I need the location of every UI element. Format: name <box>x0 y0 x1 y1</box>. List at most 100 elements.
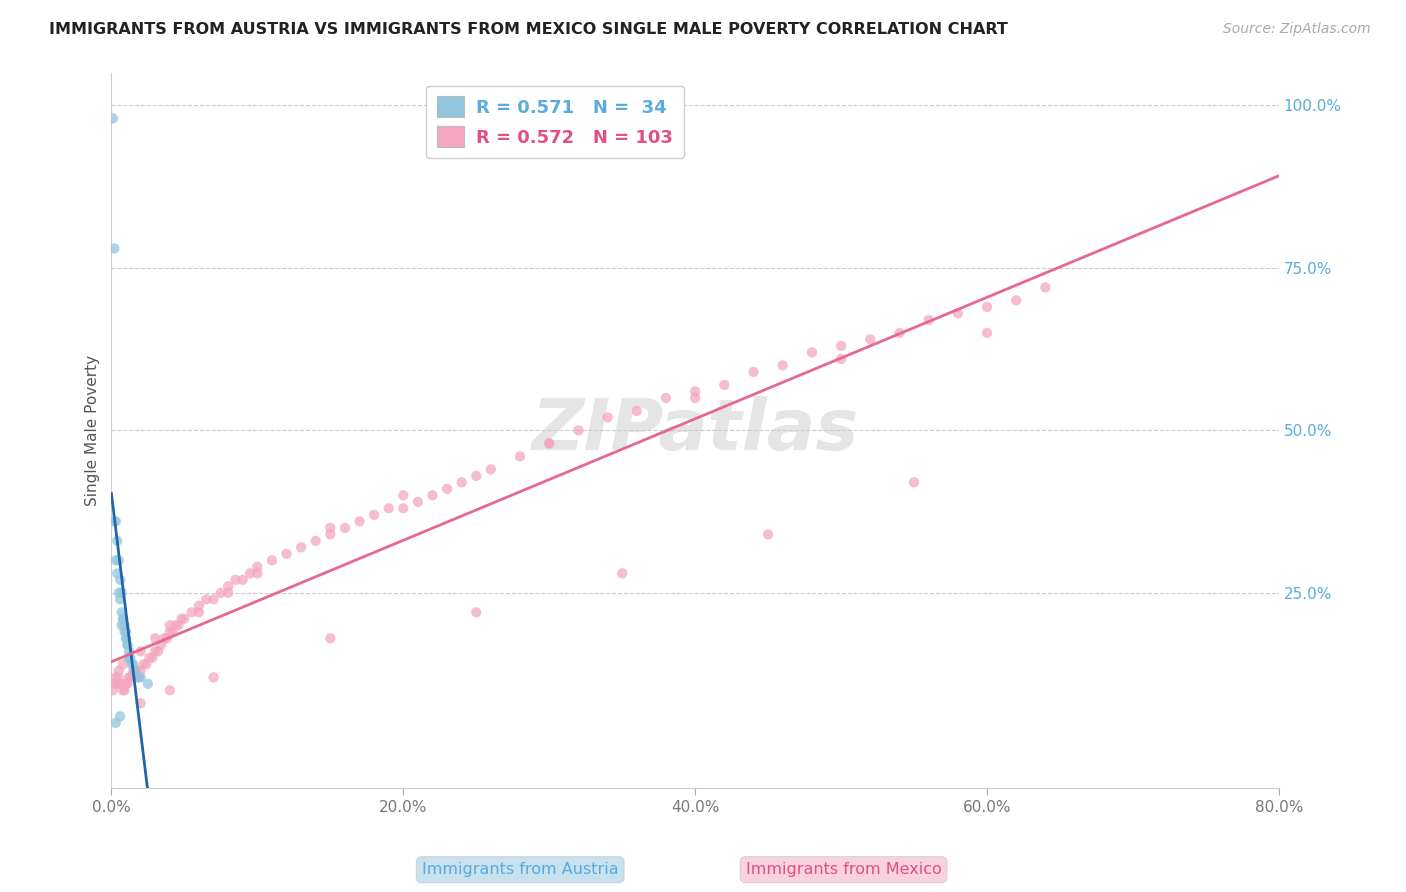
Point <box>107 664 129 678</box>
Point <box>115 632 138 646</box>
Point <box>107 553 129 567</box>
Point <box>159 618 181 632</box>
Point <box>596 410 619 425</box>
Point <box>114 624 136 639</box>
Point <box>450 475 472 490</box>
Point <box>422 488 444 502</box>
Point <box>132 657 155 672</box>
Point <box>150 638 173 652</box>
Point <box>946 306 969 320</box>
Point <box>1035 280 1057 294</box>
Point <box>903 475 925 490</box>
Point <box>479 462 502 476</box>
Point <box>377 501 399 516</box>
Point <box>217 586 239 600</box>
Point <box>141 650 163 665</box>
Point <box>153 632 176 646</box>
Point <box>136 677 159 691</box>
Text: IMMIGRANTS FROM AUSTRIA VS IMMIGRANTS FROM MEXICO SINGLE MALE POVERTY CORRELATIO: IMMIGRANTS FROM AUSTRIA VS IMMIGRANTS FR… <box>49 22 1008 37</box>
Point <box>167 618 190 632</box>
Point <box>165 618 187 632</box>
Point <box>101 683 124 698</box>
Point <box>129 670 152 684</box>
Point <box>683 391 706 405</box>
Point <box>118 644 141 658</box>
Point <box>104 715 127 730</box>
Point <box>117 677 139 691</box>
Point <box>121 657 143 672</box>
Point <box>107 670 129 684</box>
Text: ZIPatlas: ZIPatlas <box>531 396 859 465</box>
Point <box>170 612 193 626</box>
Point <box>333 521 356 535</box>
Point <box>976 300 998 314</box>
Point <box>224 573 246 587</box>
Text: Immigrants from Mexico: Immigrants from Mexico <box>745 863 942 877</box>
Point <box>111 618 134 632</box>
Legend: R = 0.571   N =  34, R = 0.572   N = 103: R = 0.571 N = 34, R = 0.572 N = 103 <box>426 86 685 158</box>
Point <box>305 533 328 548</box>
Point <box>713 377 735 392</box>
Point <box>138 650 160 665</box>
Point <box>156 632 179 646</box>
Point <box>976 326 998 340</box>
Point <box>107 586 129 600</box>
Point <box>209 586 232 600</box>
Point <box>800 345 823 359</box>
Point <box>538 436 561 450</box>
Point <box>124 664 146 678</box>
Point <box>111 677 134 691</box>
Point <box>349 514 371 528</box>
Point <box>188 599 211 613</box>
Point <box>114 618 136 632</box>
Point <box>118 650 141 665</box>
Point <box>121 670 143 684</box>
Point <box>217 579 239 593</box>
Point <box>117 638 139 652</box>
Point <box>108 709 131 723</box>
Point <box>129 644 152 658</box>
Point <box>159 683 181 698</box>
Point <box>392 488 415 502</box>
Point <box>127 670 149 684</box>
Point <box>103 514 125 528</box>
Point <box>246 566 269 581</box>
Point <box>127 670 149 684</box>
Point <box>108 573 131 587</box>
Point <box>202 670 225 684</box>
Point <box>363 508 385 522</box>
Point <box>135 657 157 672</box>
Point <box>112 657 135 672</box>
Point <box>120 670 142 684</box>
Point <box>772 359 794 373</box>
Point <box>159 624 181 639</box>
Point <box>120 650 142 665</box>
Point <box>103 242 125 256</box>
Point <box>889 326 911 340</box>
Point <box>538 436 561 450</box>
Point <box>260 553 283 567</box>
Point <box>103 677 125 691</box>
Point <box>830 351 852 366</box>
Point <box>143 644 166 658</box>
Point <box>146 644 169 658</box>
Point <box>612 566 634 581</box>
Point <box>202 592 225 607</box>
Point <box>509 450 531 464</box>
Point <box>108 592 131 607</box>
Point <box>239 566 262 581</box>
Point <box>115 624 138 639</box>
Point <box>117 638 139 652</box>
Point <box>125 664 148 678</box>
Point <box>392 501 415 516</box>
Point <box>129 664 152 678</box>
Point <box>108 677 131 691</box>
Point <box>756 527 779 541</box>
Point <box>626 404 648 418</box>
Point <box>173 612 195 626</box>
Point <box>105 677 128 691</box>
Point <box>118 650 141 665</box>
Text: Immigrants from Austria: Immigrants from Austria <box>422 863 619 877</box>
Point <box>112 612 135 626</box>
Point <box>567 423 589 437</box>
